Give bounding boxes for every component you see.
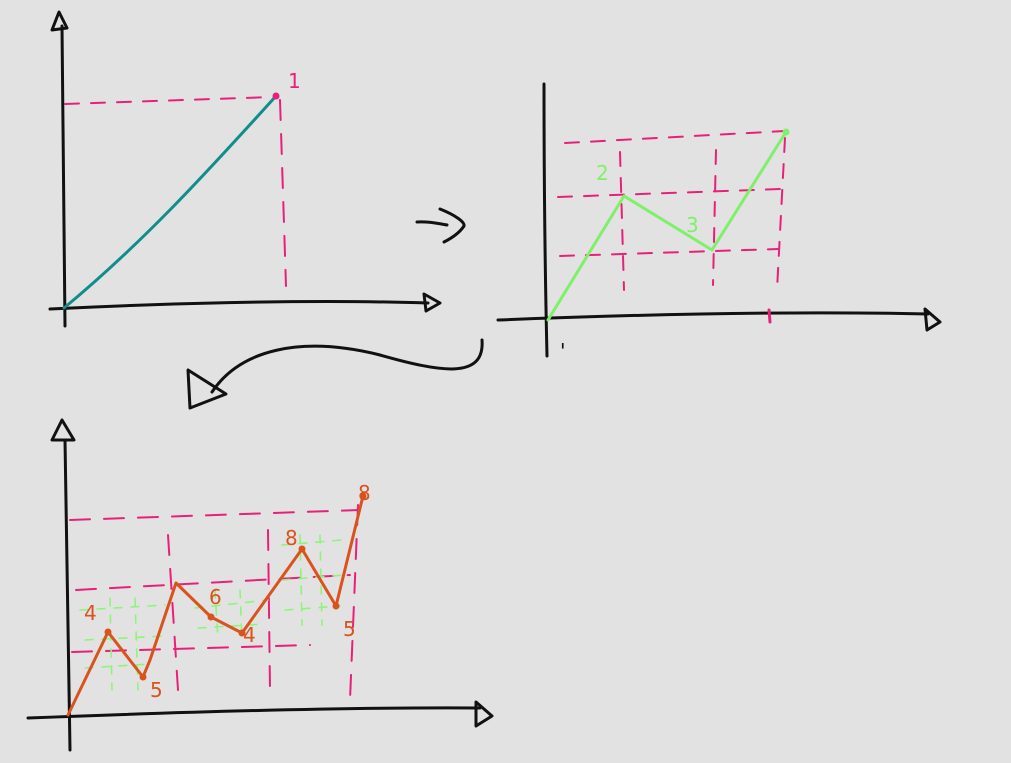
stage2-tick-x-end xyxy=(767,308,772,324)
stage1-x-arrowhead xyxy=(422,292,442,313)
stage2-tick-x-start-label: ' xyxy=(560,339,566,363)
stage3-y-axis xyxy=(63,438,72,752)
stage3-x-axis xyxy=(26,706,482,720)
stage3-label-p5: 8 xyxy=(285,526,298,550)
stage3-label-p2: 5 xyxy=(150,678,163,702)
stage2-guide-grid xyxy=(557,130,786,291)
stage3-graph: 4 5 6 4 8 5 8 xyxy=(26,418,494,752)
right-arrow-icon xyxy=(415,207,466,244)
stage3-line xyxy=(66,494,365,717)
stage2-peak-label: 2 xyxy=(596,161,609,185)
stage2-x-axis xyxy=(496,311,930,322)
stage1-line xyxy=(62,94,278,310)
stage3-points xyxy=(104,492,367,681)
stage2-end-point xyxy=(782,128,790,136)
stage2-line xyxy=(546,130,788,322)
stage2-x-arrowhead xyxy=(923,307,942,332)
stage1-guide-horizontal xyxy=(64,96,273,105)
stage3-y-arrowhead xyxy=(50,418,76,442)
stage3-label-p3: 6 xyxy=(209,585,222,609)
stage1-guide-vertical xyxy=(279,99,287,287)
stage1-x-axis xyxy=(48,300,430,311)
stage3-sub-grid xyxy=(79,534,346,691)
stage2-y-axis xyxy=(542,82,549,358)
curved-arrow-icon xyxy=(186,338,484,410)
stage2-valley-label: 3 xyxy=(686,213,699,237)
stage1-end-point xyxy=(272,92,280,100)
stage3-x-arrowhead xyxy=(474,700,494,728)
stage2-graph: ' 2 3 xyxy=(496,82,942,363)
stage1-y-arrowhead xyxy=(50,10,69,32)
stage3-label-p6: 5 xyxy=(343,617,356,641)
stage3-label-p7: 8 xyxy=(358,481,371,505)
stage1-graph: 1 xyxy=(48,10,442,328)
stage1-y-axis xyxy=(60,24,67,328)
stage1-end-label: 1 xyxy=(288,69,301,93)
stage3-label-p4: 4 xyxy=(243,623,256,647)
stage3-label-p1: 4 xyxy=(84,601,97,625)
